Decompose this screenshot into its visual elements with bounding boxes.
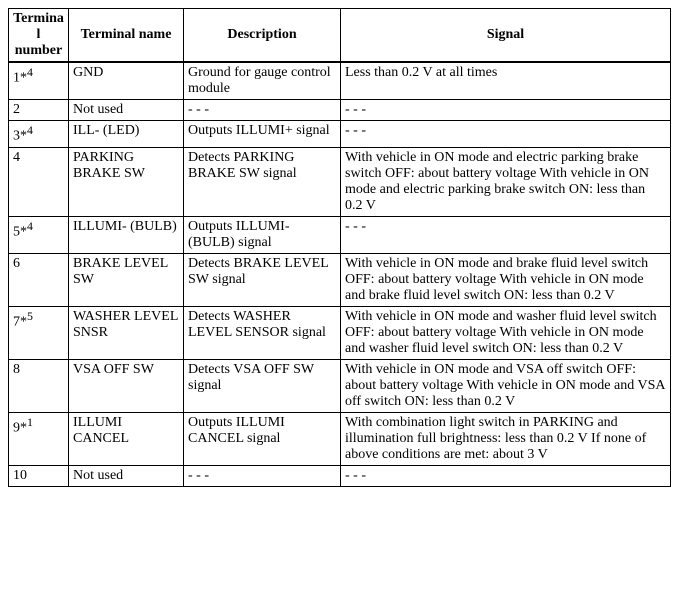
- terminal-number-base: 1*: [13, 71, 27, 86]
- cell-signal: - - -: [341, 100, 671, 121]
- cell-description: Detects BRAKE LEVEL SW signal: [184, 253, 341, 306]
- terminal-number-base: 8: [13, 362, 20, 377]
- table-row: 6 BRAKE LEVEL SWDetects BRAKE LEVEL SW si…: [9, 253, 671, 306]
- cell-signal: With vehicle in ON mode and brake fluid …: [341, 253, 671, 306]
- table-row: 2Not used- - -- - -: [9, 100, 671, 121]
- table-row: 8 VSA OFF SWDetects VSA OFF SW signalWith…: [9, 359, 671, 412]
- cell-description: Outputs ILLUMI+ signal: [184, 121, 341, 148]
- cell-terminal-name: Not used: [69, 100, 184, 121]
- terminal-table: Terminal number Terminal name Descriptio…: [8, 8, 671, 487]
- table-row: 3*4ILL- (LED)Outputs ILLUMI+ signal- - -: [9, 121, 671, 148]
- table-row: 5*4ILLUMI- (BULB)Outputs ILLUMI- (BULB) …: [9, 216, 671, 253]
- cell-terminal-number: 10: [9, 465, 69, 486]
- cell-terminal-name: PARKING BRAKE SW: [69, 147, 184, 216]
- table-row: 1*4GNDGround for gauge control moduleLes…: [9, 62, 671, 100]
- cell-terminal-number: 1*4: [9, 62, 69, 100]
- cell-terminal-number: 5*4: [9, 216, 69, 253]
- cell-description: Detects PARKING BRAKE SW signal: [184, 147, 341, 216]
- cell-signal: With vehicle in ON mode and electric par…: [341, 147, 671, 216]
- cell-description: Ground for gauge control module: [184, 62, 341, 100]
- terminal-number-base: 10: [13, 468, 27, 483]
- cell-description: Outputs ILLUMI CANCEL signal: [184, 412, 341, 465]
- cell-description: - - -: [184, 100, 341, 121]
- cell-description: Detects WASHER LEVEL SENSOR signal: [184, 306, 341, 359]
- cell-terminal-name: VSA OFF SW: [69, 359, 184, 412]
- cell-terminal-name: ILLUMI CANCEL: [69, 412, 184, 465]
- cell-terminal-number: 3*4: [9, 121, 69, 148]
- cell-terminal-name: BRAKE LEVEL SW: [69, 253, 184, 306]
- col-header-description: Description: [184, 9, 341, 63]
- terminal-number-base: 2: [13, 102, 20, 117]
- cell-description: Detects VSA OFF SW signal: [184, 359, 341, 412]
- cell-signal: - - -: [341, 465, 671, 486]
- table-row: 10Not used- - -- - -: [9, 465, 671, 486]
- col-header-terminal-number: Terminal number: [9, 9, 69, 63]
- col-header-signal: Signal: [341, 9, 671, 63]
- terminal-number-base: 7*: [13, 314, 27, 329]
- cell-signal: With vehicle in ON mode and washer fluid…: [341, 306, 671, 359]
- cell-description: - - -: [184, 465, 341, 486]
- table-row: 9*1ILLUMI CANCELOutputs ILLUMI CANCEL si…: [9, 412, 671, 465]
- cell-terminal-number: 4: [9, 147, 69, 216]
- terminal-number-superscript: 4: [27, 65, 33, 79]
- col-header-terminal-name: Terminal name: [69, 9, 184, 63]
- cell-signal: Less than 0.2 V at all times: [341, 62, 671, 100]
- cell-terminal-name: GND: [69, 62, 184, 100]
- terminal-number-base: 6: [13, 256, 20, 271]
- terminal-number-base: 9*: [13, 420, 27, 435]
- terminal-number-superscript: 1: [27, 415, 33, 429]
- cell-signal: With vehicle in ON mode and VSA off swit…: [341, 359, 671, 412]
- table-body: 1*4GNDGround for gauge control moduleLes…: [9, 62, 671, 486]
- cell-terminal-name: WASHER LEVEL SNSR: [69, 306, 184, 359]
- table-row: 7*5WASHER LEVEL SNSRDetects WASHER LEVEL…: [9, 306, 671, 359]
- terminal-number-superscript: 5: [27, 309, 33, 323]
- cell-terminal-name: ILL- (LED): [69, 121, 184, 148]
- cell-terminal-number: 8: [9, 359, 69, 412]
- cell-terminal-number: 9*1: [9, 412, 69, 465]
- cell-signal: - - -: [341, 121, 671, 148]
- terminal-number-base: 4: [13, 150, 20, 165]
- terminal-number-base: 3*: [13, 129, 27, 144]
- table-row: 4 PARKING BRAKE SWDetects PARKING BRAKE S…: [9, 147, 671, 216]
- terminal-number-superscript: 4: [27, 219, 33, 233]
- terminal-number-superscript: 4: [27, 123, 33, 137]
- cell-signal: With combination light switch in PARKING…: [341, 412, 671, 465]
- terminal-number-base: 5*: [13, 224, 27, 239]
- cell-terminal-name: Not used: [69, 465, 184, 486]
- cell-terminal-number: 7*5: [9, 306, 69, 359]
- cell-terminal-number: 2: [9, 100, 69, 121]
- cell-description: Outputs ILLUMI- (BULB) signal: [184, 216, 341, 253]
- cell-terminal-name: ILLUMI- (BULB): [69, 216, 184, 253]
- cell-terminal-number: 6: [9, 253, 69, 306]
- table-header: Terminal number Terminal name Descriptio…: [9, 9, 671, 63]
- cell-signal: - - -: [341, 216, 671, 253]
